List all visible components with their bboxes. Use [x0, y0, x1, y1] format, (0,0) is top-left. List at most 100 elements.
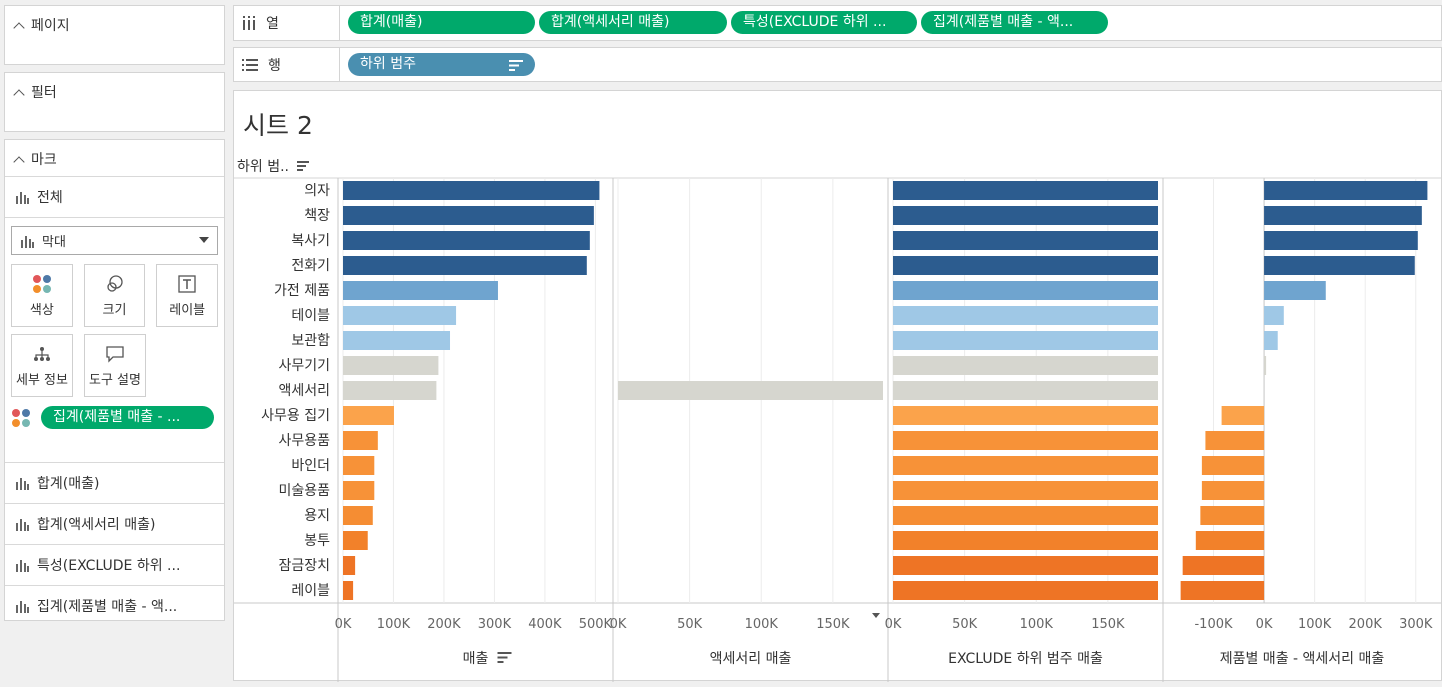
category-label: 책장 — [304, 208, 330, 224]
column-pill-accessory-sales[interactable]: 합계(액세서리 매출) — [539, 11, 727, 34]
column-pill-exclude[interactable]: 특성(EXCLUDE 하위 ... — [731, 11, 917, 34]
bar — [343, 456, 375, 475]
rows-shelf: 행 하위 범주 — [233, 47, 1442, 82]
bar — [893, 556, 1158, 575]
bar — [1264, 331, 1278, 350]
sort-descending-icon — [509, 60, 523, 71]
bar — [1264, 281, 1326, 300]
column-pill-sales[interactable]: 합계(매출) — [348, 11, 535, 34]
collapse-icon[interactable] — [13, 89, 25, 101]
color-icon — [32, 275, 51, 293]
measure-row[interactable]: 특성(EXCLUDE 하위 ... — [5, 544, 224, 585]
color-button[interactable]: 색상 — [11, 264, 73, 327]
bar — [893, 256, 1158, 275]
pages-header[interactable]: 페이지 — [5, 6, 224, 35]
bar — [893, 581, 1158, 600]
bar — [893, 206, 1158, 225]
measure-row[interactable]: 집계(제품별 매출 - 액... — [5, 585, 224, 626]
axis-title: 액세서리 매출 — [710, 651, 792, 667]
color-encoding-row: 집계(제품별 매출 - ... — [11, 406, 218, 429]
mark-buttons-row2: 세부 정보 도구 설명 — [11, 334, 218, 397]
tick-label: 300K — [1399, 617, 1433, 632]
bar — [1264, 181, 1428, 200]
bar — [893, 356, 1158, 375]
size-icon — [106, 275, 123, 292]
measure-row[interactable]: 합계(매출) — [5, 462, 224, 503]
sort-descending-icon — [297, 161, 309, 171]
category-label: 사무기기 — [278, 358, 330, 374]
bar — [1264, 256, 1415, 275]
category-label: 용지 — [304, 508, 330, 524]
tick-label: 300K — [478, 617, 512, 632]
color-button-label: 색상 — [29, 303, 54, 318]
bar — [343, 406, 394, 425]
measure-list: 합계(매출) 합계(액세서리 매출) 특성(EXCLUDE 하위 ... 집계(제품별… — [5, 462, 224, 626]
sort-descending-icon — [497, 652, 512, 663]
category-label: 복사기 — [291, 233, 330, 249]
tick-label: -100K — [1194, 617, 1233, 632]
color-field-pill[interactable]: 집계(제품별 매출 - ... — [41, 406, 214, 429]
marks-card: 마크 전체 막대 색상 크기 레이블 — [4, 139, 225, 621]
bar — [343, 531, 368, 550]
bar — [343, 356, 439, 375]
axis-title: 매출 — [463, 651, 489, 667]
row-header: 하위 범.. — [237, 159, 289, 175]
bar — [893, 231, 1158, 250]
bar — [343, 256, 587, 275]
measure-label: 합계(액세서리 매출) — [37, 517, 156, 533]
category-label: 테이블 — [291, 308, 330, 324]
bar — [343, 206, 594, 225]
bar — [893, 431, 1158, 450]
marks-all-row[interactable]: 전체 — [5, 176, 224, 217]
bar-chart-icon — [16, 519, 29, 531]
tooltip-button[interactable]: 도구 설명 — [84, 334, 146, 397]
tick-label: 100K — [1020, 617, 1054, 632]
column-pill-diff[interactable]: 집계(제품별 매출 - 액... — [921, 11, 1108, 34]
bar-chart-icon — [21, 235, 34, 248]
marks-all-body: 막대 색상 크기 레이블 세부 정보 도구 설명 — [5, 217, 224, 462]
tick-label: 0K — [335, 617, 352, 632]
sheet-title: 시트 2 — [243, 111, 313, 140]
row-pill-subcategory[interactable]: 하위 범주 — [348, 53, 535, 76]
bar — [343, 581, 354, 600]
rows-label: 행 — [268, 57, 281, 74]
tick-label: 400K — [528, 617, 562, 632]
bar — [1264, 356, 1267, 375]
category-label: 보관함 — [291, 333, 330, 349]
bar — [1201, 481, 1265, 500]
collapse-icon[interactable] — [13, 156, 25, 168]
bar — [343, 556, 356, 575]
tick-label: 500K — [579, 617, 613, 632]
collapse-icon[interactable] — [13, 22, 25, 34]
marks-header[interactable]: 마크 — [5, 140, 224, 176]
tick-label: 0K — [610, 617, 627, 632]
mark-type-dropdown[interactable]: 막대 — [11, 226, 218, 255]
size-button[interactable]: 크기 — [83, 264, 146, 327]
color-icon — [12, 408, 30, 427]
tick-label: 100K — [1298, 617, 1332, 632]
filters-header[interactable]: 필터 — [5, 73, 224, 102]
bar — [1221, 406, 1265, 425]
tick-label: 200K — [427, 617, 461, 632]
detail-button[interactable]: 세부 정보 — [11, 334, 73, 397]
speech-bubble-icon — [106, 346, 124, 363]
bar — [893, 506, 1158, 525]
bar — [343, 381, 437, 400]
bar-chart-icon — [16, 601, 29, 613]
measure-row[interactable]: 합계(액세서리 매출) — [5, 503, 224, 544]
label-button[interactable]: 레이블 — [156, 264, 219, 327]
columns-label: 열 — [266, 16, 279, 32]
bar — [893, 331, 1158, 350]
bar — [893, 481, 1158, 500]
bar-chart-icon — [16, 192, 29, 204]
bar-chart-icon — [16, 478, 29, 490]
mark-type-value: 막대 — [42, 235, 66, 250]
view-area: 시트 2 하위 범.. 의자 책장 복사기 전화기 가전 제품 테이블 보관함 사무기기 액세서리… — [233, 90, 1442, 682]
detail-button-label: 세부 정보 — [16, 373, 68, 388]
bar — [343, 306, 457, 325]
bar — [893, 181, 1158, 200]
bar — [893, 306, 1158, 325]
columns-icon — [243, 16, 255, 30]
hierarchy-icon — [34, 347, 50, 361]
